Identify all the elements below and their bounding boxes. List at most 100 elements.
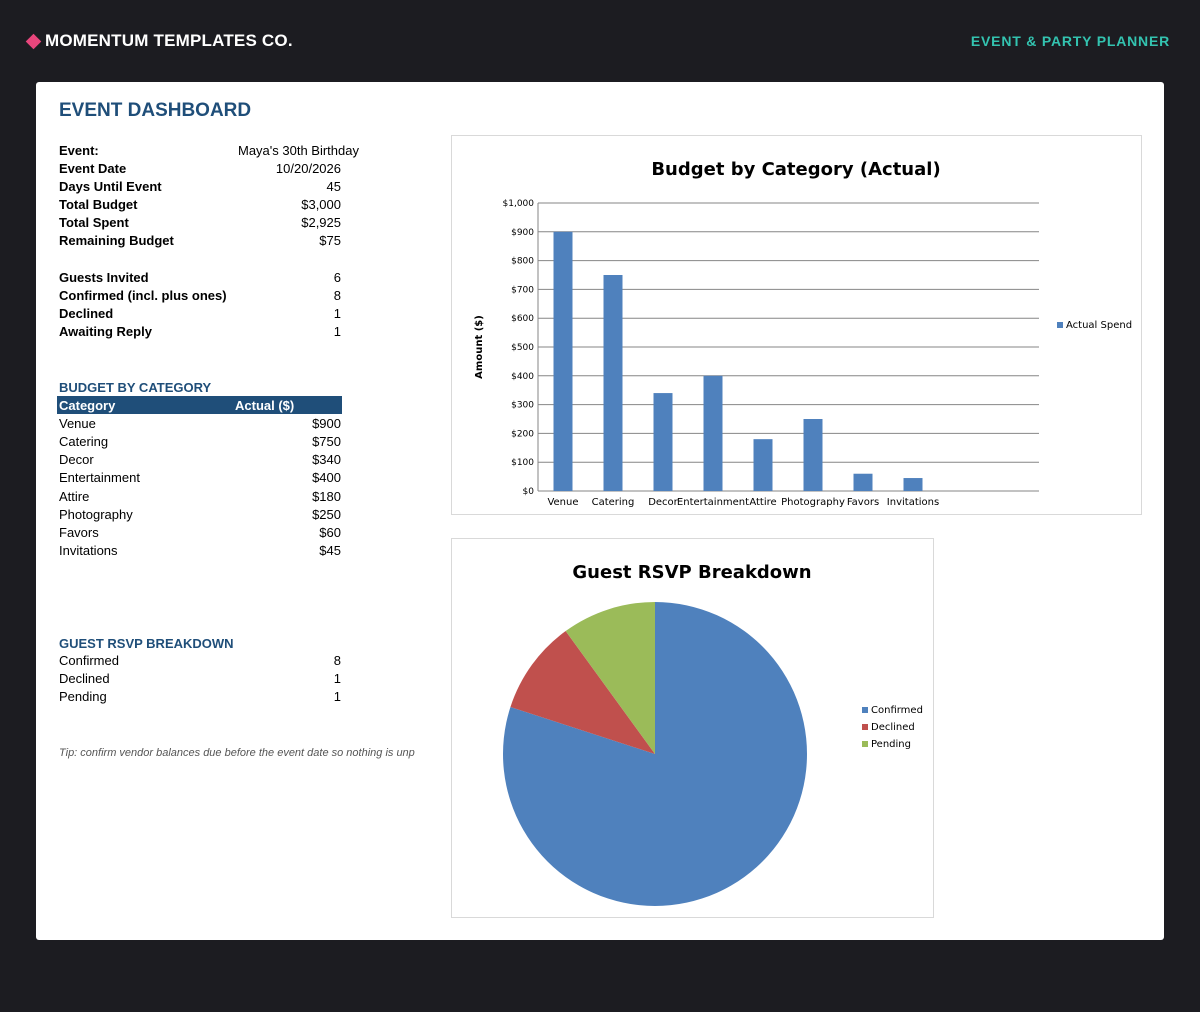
summary-row-days: Days Until Event 45 (59, 179, 341, 197)
rsvp-pie-chart[interactable]: Guest RSVP Breakdown Confirmed Declined Pen… (451, 538, 934, 918)
legend-swatch (862, 724, 868, 730)
bar-chart-svg: Budget by Category (Actual) $0 $100 $200 $30… (474, 159, 1132, 508)
table-row: Entertainment $400 (59, 470, 341, 488)
summary-row-total-budget: Total Budget $3,000 (59, 197, 341, 215)
summary-value: 45 (326, 179, 341, 194)
pie-chart-svg: Guest RSVP Breakdown Confirmed Declined Pen… (503, 562, 923, 906)
rsvp-section-heading: GUEST RSVP BREAKDOWN (59, 636, 234, 651)
pie-slice (565, 602, 655, 754)
x-tick-label: Photography (781, 497, 845, 508)
summary-value: $2,925 (301, 215, 341, 230)
rsvp-row: Pending 1 (59, 689, 341, 707)
actual-cell: $750 (312, 434, 341, 449)
table-row: Invitations $45 (59, 543, 341, 561)
rsvp-value: 8 (333, 653, 341, 668)
budget-bar-chart[interactable]: Budget by Category (Actual) $0 $100 $200 $30… (451, 135, 1142, 515)
legend-swatch (862, 741, 868, 747)
y-tick-label: $100 (511, 458, 534, 468)
summary-label: Total Budget (59, 197, 138, 212)
actual-cell: $340 (312, 452, 341, 467)
budget-section-heading: BUDGET BY CATEGORY (59, 380, 212, 395)
y-tick-label: $200 (511, 429, 534, 439)
category-cell: Entertainment (59, 470, 140, 485)
category-cell: Decor (59, 452, 94, 467)
guest-value: 6 (333, 270, 341, 285)
summary-row-remaining: Remaining Budget $75 (59, 233, 341, 251)
legend-swatch (862, 707, 868, 713)
guest-label: Guests Invited (59, 270, 149, 285)
column-header-actual: Actual ($) (235, 398, 295, 413)
bar (803, 419, 823, 491)
table-row: Attire $180 (59, 489, 341, 507)
summary-value: Maya's 30th Birthday (238, 143, 359, 158)
y-tick-label: $500 (511, 343, 534, 353)
summary-label: Event: (59, 143, 99, 158)
summary-row-event: Event: Maya's 30th Birthday (59, 143, 359, 161)
category-cell: Venue (59, 416, 96, 431)
legend-label: Pending (871, 739, 911, 750)
legend-label: Confirmed (871, 705, 923, 716)
page-title: EVENT DASHBOARD (59, 100, 252, 121)
x-tick-label: Invitations (887, 497, 939, 508)
summary-label: Remaining Budget (59, 233, 174, 248)
guest-row-awaiting: Awaiting Reply 1 (59, 324, 341, 342)
y-tick-label: $900 (511, 228, 534, 238)
table-row: Venue $900 (59, 416, 341, 434)
bar (703, 375, 723, 491)
y-tick-label: $400 (511, 372, 534, 382)
rsvp-row: Confirmed 8 (59, 653, 341, 671)
bar (853, 473, 873, 491)
bar (603, 275, 623, 491)
bar (553, 231, 573, 492)
actual-cell: $45 (319, 543, 341, 558)
guest-label: Declined (59, 306, 114, 321)
x-tick-label: Entertainment (677, 497, 749, 508)
budget-table-header: Category Actual ($) (57, 396, 342, 414)
category-cell: Invitations (59, 543, 118, 558)
rsvp-value: 1 (333, 689, 341, 704)
rsvp-label: Declined (59, 671, 110, 686)
rsvp-label: Confirmed (59, 653, 119, 668)
rsvp-value: 1 (333, 671, 341, 686)
actual-cell: $250 (312, 507, 341, 522)
bar (653, 393, 673, 491)
guest-value: 1 (333, 306, 341, 321)
chart-title: Budget by Category (Actual) (651, 159, 940, 180)
summary-label: Event Date (59, 161, 127, 176)
x-tick-label: Catering (592, 497, 635, 508)
brand: MOMENTUM TEMPLATES CO. (25, 31, 293, 51)
guest-row-confirmed: Confirmed (incl. plus ones) 8 (59, 288, 341, 306)
brand-name: MOMENTUM TEMPLATES CO. (45, 31, 293, 50)
category-cell: Photography (59, 507, 133, 522)
diamond-logo-icon (25, 33, 42, 49)
table-row: Decor $340 (59, 452, 341, 470)
chart-title: Guest RSVP Breakdown (572, 562, 811, 583)
summary-row-total-spent: Total Spent $2,925 (59, 215, 341, 233)
summary-row-date: Event Date 10/20/2026 (59, 161, 341, 179)
x-tick-label: Venue (547, 497, 578, 508)
guest-label: Awaiting Reply (59, 324, 152, 339)
y-tick-label: $600 (511, 314, 534, 324)
bar (903, 478, 923, 491)
category-cell: Attire (59, 489, 90, 504)
y-tick-label: $1,000 (503, 199, 535, 209)
actual-cell: $60 (319, 525, 341, 540)
actual-cell: $180 (312, 489, 341, 504)
y-tick-label: $300 (511, 401, 534, 411)
y-tick-label: $0 (523, 487, 535, 497)
table-row: Catering $750 (59, 434, 341, 452)
y-tick-label: $700 (511, 285, 534, 295)
tip-text: Tip: confirm vendor balances due before … (59, 747, 415, 759)
guest-row-invited: Guests Invited 6 (59, 270, 341, 288)
pie-slice (510, 631, 655, 754)
rsvp-row: Declined 1 (59, 671, 341, 689)
legend-label: Declined (871, 722, 915, 733)
x-tick-label: Favors (847, 497, 879, 508)
table-row: Favors $60 (59, 525, 341, 543)
summary-label: Total Spent (59, 215, 129, 230)
summary-value: 10/20/2026 (275, 161, 341, 176)
guest-value: 1 (333, 324, 341, 339)
guest-value: 8 (333, 288, 341, 303)
y-axis-label: Amount ($) (474, 315, 485, 379)
actual-cell: $400 (312, 470, 341, 485)
